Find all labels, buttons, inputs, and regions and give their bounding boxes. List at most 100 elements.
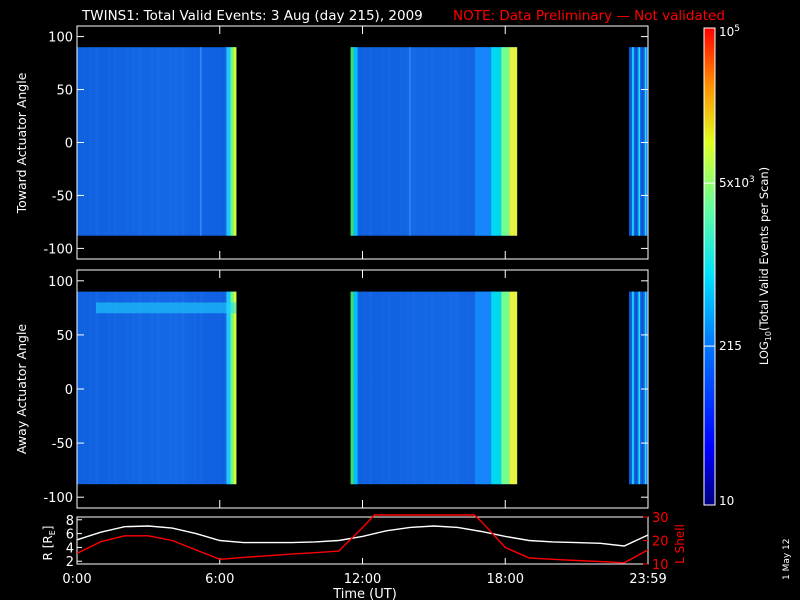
heatmap-edge <box>632 291 634 485</box>
heatmap-texture <box>443 292 446 485</box>
y-tick-label: -100 <box>43 242 73 257</box>
heatmap-texture <box>381 291 385 485</box>
heatmap-texture <box>400 292 403 485</box>
heatmap-texture <box>430 47 434 236</box>
heatmap-texture <box>430 291 434 485</box>
heatmap-texture <box>126 47 129 236</box>
heatmap-texture <box>406 291 410 485</box>
heatmap-edge <box>644 291 647 485</box>
heatmap-texture <box>218 291 222 485</box>
y-tick-label: -50 <box>52 437 73 452</box>
heatmap-texture <box>387 47 391 236</box>
heatmap-texture <box>83 47 86 236</box>
colorbar: 105 5x103 215 10 LOG10(Total Valid Events p… <box>703 24 773 508</box>
heatmap-texture <box>455 47 459 236</box>
x-tick-label: 0:00 <box>62 572 91 587</box>
y-tick-label: 50 <box>56 329 73 344</box>
orbit-right-label: L Shell <box>673 524 687 564</box>
heatmap-texture <box>224 291 228 485</box>
heatmap-texture <box>156 291 160 485</box>
heatmap-texture <box>150 47 154 236</box>
y-tick-label: 0 <box>65 383 73 398</box>
toward-y-axis: 100 50 0 -50 -100 <box>43 26 649 259</box>
heatmap-texture <box>418 47 421 236</box>
heatmap-texture <box>467 47 471 236</box>
heatmap-texture <box>95 47 99 236</box>
heatmap-texture <box>132 47 136 236</box>
orbit-left-label: R [RE] <box>41 526 57 561</box>
heatmap-texture <box>412 291 416 485</box>
chart-title: TWINS1: Total Valid Events: 3 Aug (day 2… <box>81 8 423 24</box>
l-shell-line <box>76 514 649 564</box>
heatmap-texture <box>212 47 215 236</box>
heatmap-texture <box>107 47 111 236</box>
heatmap-segment <box>77 291 237 485</box>
heatmap-edge <box>350 47 354 236</box>
heatmap-texture <box>462 292 465 485</box>
heatmap-texture <box>175 47 179 236</box>
heatmap-texture <box>169 292 172 485</box>
side-date: 1 May 12 <box>782 538 792 580</box>
heatmap-edge <box>641 47 644 236</box>
heatmap-edge <box>509 291 518 485</box>
heatmap-edge <box>632 47 634 236</box>
x-tick-label: 6:00 <box>205 572 234 587</box>
heatmap-edge <box>628 47 631 236</box>
heatmap-texture <box>163 47 166 236</box>
x-tick-label: 18:00 <box>487 572 524 587</box>
heatmap-edge <box>353 47 358 236</box>
heatmap-edge <box>641 291 644 485</box>
left-tick-label: 8 <box>66 514 74 529</box>
heatmap-texture <box>144 47 147 236</box>
heatmap-texture <box>381 47 385 236</box>
heatmap-texture <box>89 47 93 236</box>
y-tick-label: 100 <box>48 275 73 290</box>
heatmap-texture <box>126 292 129 485</box>
heatmap-texture <box>193 47 197 236</box>
heatmap-edge <box>475 291 492 485</box>
heatmap-texture <box>187 292 190 485</box>
heatmap-edge <box>475 47 492 236</box>
orbit-frame <box>76 516 649 565</box>
y-tick-label: 100 <box>48 31 73 46</box>
heatmap-edge <box>501 47 510 236</box>
heatmap-edge <box>226 47 231 236</box>
heatmap-texture <box>187 47 190 236</box>
heatmap-feature-band <box>96 302 237 314</box>
y-tick-label: -100 <box>43 491 73 506</box>
heatmap-edge <box>635 291 637 485</box>
heatmap-texture <box>455 291 459 485</box>
heatmap-edge <box>509 47 518 236</box>
heatmap-texture <box>113 291 117 485</box>
heatmap-texture <box>467 291 471 485</box>
y-tick-label: -50 <box>52 189 73 204</box>
toward-heatmap <box>77 47 648 236</box>
away-panel: 100 50 0 -50 -100 Away Actuator Angle <box>14 269 649 509</box>
heatmap-texture <box>224 47 228 236</box>
heatmap-texture <box>175 291 179 485</box>
heatmap-edge <box>491 291 502 485</box>
heatmap-texture <box>443 47 446 236</box>
heatmap-texture <box>418 292 421 485</box>
colorbar-tick-label: 105 <box>719 24 740 39</box>
colorbar-tick-label: 5x103 <box>719 175 755 190</box>
heatmap-texture <box>369 291 373 485</box>
heatmap-texture <box>387 291 391 485</box>
heatmap-texture <box>138 291 142 485</box>
colorbar-ticks: 105 5x103 215 10 <box>704 24 755 508</box>
colorbar-tick-label: 215 <box>719 339 742 353</box>
heatmap-texture <box>412 47 416 236</box>
heatmap-texture <box>193 291 197 485</box>
toward-ylabel: Toward Actuator Angle <box>14 72 29 214</box>
heatmap-texture <box>424 291 428 485</box>
heatmap-texture <box>375 47 378 236</box>
heatmap-texture <box>113 47 117 236</box>
heatmap-texture <box>156 47 160 236</box>
heatmap-texture <box>120 47 123 236</box>
heatmap-texture <box>83 292 86 485</box>
away-heatmap <box>77 291 648 485</box>
heatmap-edge <box>501 291 510 485</box>
heatmap-edge <box>226 291 231 485</box>
x-axis-label: Time (UT) <box>332 587 397 600</box>
